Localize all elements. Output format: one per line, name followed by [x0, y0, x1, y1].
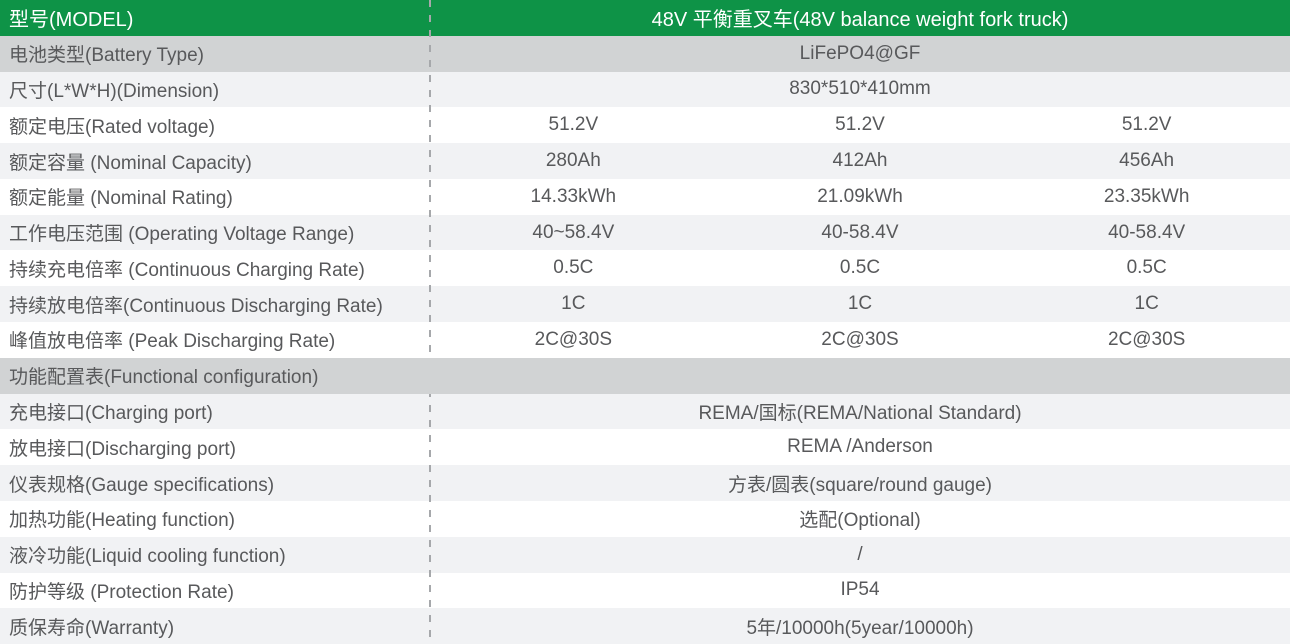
row-value: / — [857, 543, 863, 565]
row-protection-rate: 防护等级 (Protection Rate) IP54 — [0, 572, 1290, 609]
row-label: 电池类型(Battery Type) — [9, 45, 204, 67]
row-liquid-cooling-function: 液冷功能(Liquid cooling function) / — [0, 536, 1290, 573]
row-label: 额定电压(Rated voltage) — [9, 116, 215, 138]
row-label: 放电接口(Discharging port) — [9, 438, 236, 460]
row-label: 峰值放电倍率 (Peak Discharging Rate) — [9, 331, 336, 353]
row-charging-port: 充电接口(Charging port) REMA/国标(REMA/Nationa… — [0, 393, 1290, 430]
row-rated-voltage: 额定电压(Rated voltage) 51.2V 51.2V 51.2V — [0, 107, 1290, 144]
row-warranty: 质保寿命(Warranty) 5年/10000h(5year/10000h) — [0, 608, 1290, 644]
row-label: 额定能量 (Nominal Rating) — [9, 188, 233, 210]
row-value-col1: 1C — [561, 293, 586, 315]
row-value-col3: 51.2V — [1121, 114, 1172, 136]
row-value-col1: 51.2V — [548, 114, 599, 136]
row-value-col2: 1C — [847, 293, 873, 315]
model-header-label: 型号(MODEL) — [9, 9, 134, 32]
row-label: 额定容量 (Nominal Capacity) — [9, 152, 252, 174]
section-label: 功能配置表(Functional configuration) — [9, 367, 319, 389]
row-value-col2: 21.09kWh — [817, 185, 903, 207]
row-value: REMA /Anderson — [787, 436, 933, 458]
row-label: 尺寸(L*W*H)(Dimension) — [9, 80, 220, 102]
row-value-col1: 14.33kWh — [530, 185, 617, 207]
row-label: 仪表规格(Gauge specifications) — [9, 474, 275, 496]
row-continuous-charging-rate: 持续充电倍率 (Continuous Charging Rate) 0.5C 0… — [0, 250, 1290, 287]
row-value-col2: 40-58.4V — [821, 221, 899, 243]
row-value: REMA/国标(REMA/National Standard) — [698, 402, 1022, 424]
row-value-col2: 51.2V — [835, 114, 885, 136]
row-value-col3: 2C@30S — [1107, 328, 1186, 350]
model-header-value: 48V 平衡重叉车(48V balance weight fork truck) — [651, 9, 1069, 32]
row-nominal-capacity: 额定容量 (Nominal Capacity) 280Ah 412Ah 456A… — [0, 143, 1290, 179]
row-value: IP54 — [840, 579, 880, 601]
row-heating-function: 加热功能(Heating function) 选配(Optional) — [0, 500, 1290, 537]
row-label: 工作电压范围 (Operating Voltage Range) — [9, 224, 355, 246]
row-label: 充电接口(Charging port) — [9, 402, 213, 424]
row-value: 830*510*410mm — [789, 78, 931, 100]
row-label: 加热功能(Heating function) — [9, 510, 235, 532]
row-value-col2: 0.5C — [839, 257, 881, 279]
row-label: 液冷功能(Liquid cooling function) — [9, 546, 286, 568]
row-value: 方表/圆表(square/round gauge) — [727, 474, 992, 496]
row-value-col1: 280Ah — [545, 150, 601, 172]
row-gauge-specifications: 仪表规格(Gauge specifications) 方表/圆表(square/… — [0, 465, 1290, 501]
row-value-col3: 1C — [1134, 293, 1159, 315]
row-peak-discharging-rate: 峰值放电倍率 (Peak Discharging Rate) 2C@30S 2C… — [0, 322, 1290, 358]
row-battery-type: 电池类型(Battery Type) LiFePO4@GF — [0, 35, 1290, 72]
row-value: LiFePO4@GF — [799, 42, 921, 64]
row-value-col2: 412Ah — [832, 150, 888, 172]
row-value: 选配(Optional) — [799, 510, 921, 532]
row-value-col3: 40-58.4V — [1108, 221, 1186, 243]
section-functional-configuration: 功能配置表(Functional configuration) — [0, 357, 1290, 394]
row-model-header: 型号(MODEL) 48V 平衡重叉车(48V balance weight f… — [0, 0, 1290, 36]
row-discharging-port: 放电接口(Discharging port) REMA /Anderson — [0, 429, 1290, 466]
row-label: 持续充电倍率 (Continuous Charging Rate) — [9, 259, 365, 281]
row-value-col3: 23.35kWh — [1103, 185, 1190, 207]
row-value-col1: 40~58.4V — [532, 221, 615, 243]
row-value-col2: 2C@30S — [821, 328, 899, 350]
row-label: 防护等级 (Protection Rate) — [9, 581, 234, 603]
row-label: 质保寿命(Warranty) — [9, 617, 175, 639]
row-continuous-discharging-rate: 持续放电倍率(Continuous Discharging Rate) 1C 1… — [0, 286, 1290, 323]
row-value-col3: 0.5C — [1126, 257, 1167, 279]
row-label: 持续放电倍率(Continuous Discharging Rate) — [9, 295, 383, 317]
row-value: 5年/10000h(5year/10000h) — [746, 617, 974, 639]
row-value-col1: 2C@30S — [534, 328, 613, 350]
row-value-col3: 456Ah — [1119, 150, 1175, 172]
row-nominal-rating: 额定能量 (Nominal Rating) 14.33kWh 21.09kWh … — [0, 178, 1290, 215]
row-dimension: 尺寸(L*W*H)(Dimension) 830*510*410mm — [0, 71, 1290, 108]
column-divider-dashed-line — [429, 0, 431, 644]
row-operating-voltage-range: 工作电压范围 (Operating Voltage Range) 40~58.4… — [0, 214, 1290, 251]
row-value-col1: 0.5C — [553, 257, 594, 279]
